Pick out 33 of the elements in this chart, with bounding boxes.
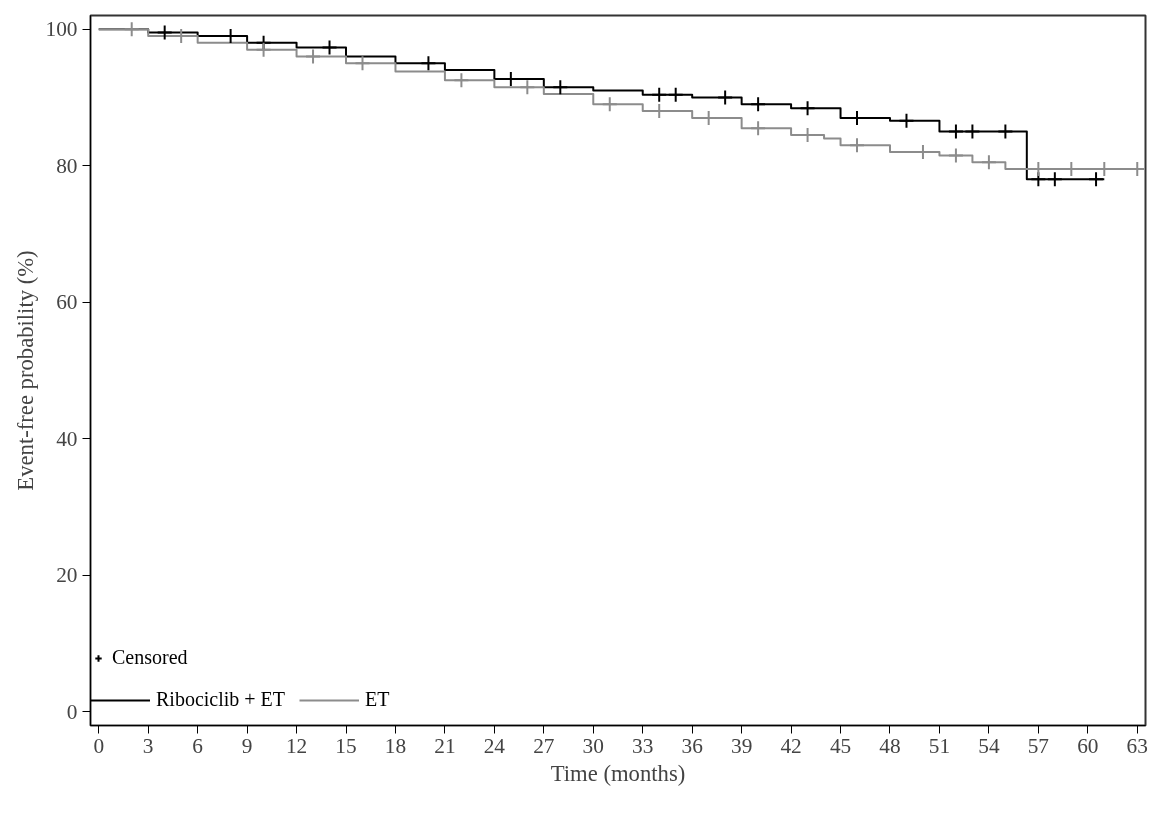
y-tick-label: 40: [56, 426, 78, 451]
x-tick-label: 24: [483, 733, 506, 758]
x-tick-label: 15: [335, 733, 357, 758]
y-tick-label: 100: [45, 17, 78, 42]
x-axis-title: Time (months): [550, 760, 686, 786]
x-tick-label: 48: [879, 733, 901, 758]
x-tick-label: 3: [142, 733, 154, 758]
x-tick-label: 18: [384, 733, 407, 758]
x-tick-label: 45: [829, 733, 852, 758]
x-tick-label: 30: [582, 733, 604, 758]
x-tick-label: 39: [730, 733, 753, 758]
x-tick-label: 33: [632, 733, 654, 758]
y-tick-label: 60: [56, 290, 78, 315]
y-axis-title: Event-free probability (%): [12, 250, 38, 491]
legend-label: Ribociclib + ET: [156, 688, 286, 711]
y-tick-label: 80: [56, 153, 78, 178]
x-tick-label: 36: [681, 733, 704, 758]
x-tick-label: 63: [1126, 733, 1148, 758]
x-tick-label: 27: [533, 733, 555, 758]
x-tick-label: 6: [192, 733, 204, 758]
y-tick-label: 20: [56, 563, 78, 588]
x-tick-label: 60: [1077, 733, 1099, 758]
y-tick-label: 0: [66, 699, 78, 724]
legend-label: Censored: [112, 646, 188, 669]
legend-label: ET: [365, 688, 390, 711]
x-tick-label: 12: [285, 733, 308, 758]
x-tick-label: 0: [93, 733, 105, 758]
x-tick-label: 9: [241, 733, 253, 758]
x-tick-label: 21: [434, 733, 456, 758]
x-tick-label: 57: [1027, 733, 1050, 758]
x-tick-label: 51: [928, 733, 951, 758]
x-tick-label: 42: [780, 733, 802, 758]
x-tick-label: 54: [978, 733, 1000, 758]
